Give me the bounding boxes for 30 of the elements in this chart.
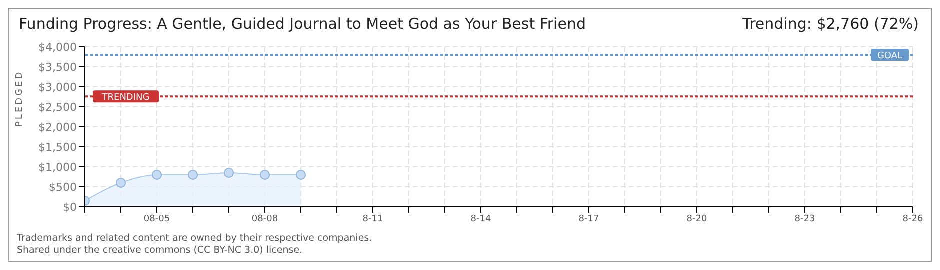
- point: [116, 178, 126, 188]
- x-tick-label: 8-11: [362, 214, 384, 224]
- point: [188, 170, 198, 180]
- ref-line-label: GOAL: [877, 52, 903, 62]
- chart-subtitle: Trending: $2,760 (72%): [742, 15, 919, 33]
- y-tick-label: $2,000: [38, 120, 77, 134]
- y-tick-label: $2,500: [38, 100, 77, 114]
- y-tick-label: $1,000: [38, 160, 77, 174]
- x-tick-label: 8-23: [794, 214, 816, 224]
- point: [152, 170, 162, 180]
- x-tick-label: 8-20: [686, 214, 708, 224]
- x-tick-label: 8-14: [470, 214, 492, 224]
- y-axis-title: PLEDGED: [15, 70, 26, 127]
- point: [296, 170, 306, 180]
- text: Trademarks and related content are owned by their respective companies.: [17, 233, 372, 245]
- y-tick-label: $1,500: [38, 140, 77, 154]
- point: [224, 168, 234, 178]
- ref-line-label: TRENDING: [101, 93, 150, 104]
- y-tick-label: $0: [63, 200, 77, 214]
- chart-title: Funding Progress: A Gentle, Guided Journal to Meet God as Your Best Friend: [19, 15, 586, 33]
- x-tick-label: 08-08: [252, 214, 278, 224]
- x-tick-label: 8-26: [902, 214, 924, 224]
- x-tick-label: 08-05: [144, 214, 170, 224]
- y-tick-label: $3,500: [38, 60, 77, 74]
- point: [260, 170, 270, 180]
- y-tick-label: $3,000: [38, 80, 77, 94]
- text: Shared under the creative commons (CC BY-NC 3.0) license.: [17, 245, 304, 257]
- y-tick-label: $4,000: [38, 40, 77, 54]
- x-tick-label: 8-17: [578, 214, 600, 224]
- y-tick-label: $500: [49, 180, 77, 194]
